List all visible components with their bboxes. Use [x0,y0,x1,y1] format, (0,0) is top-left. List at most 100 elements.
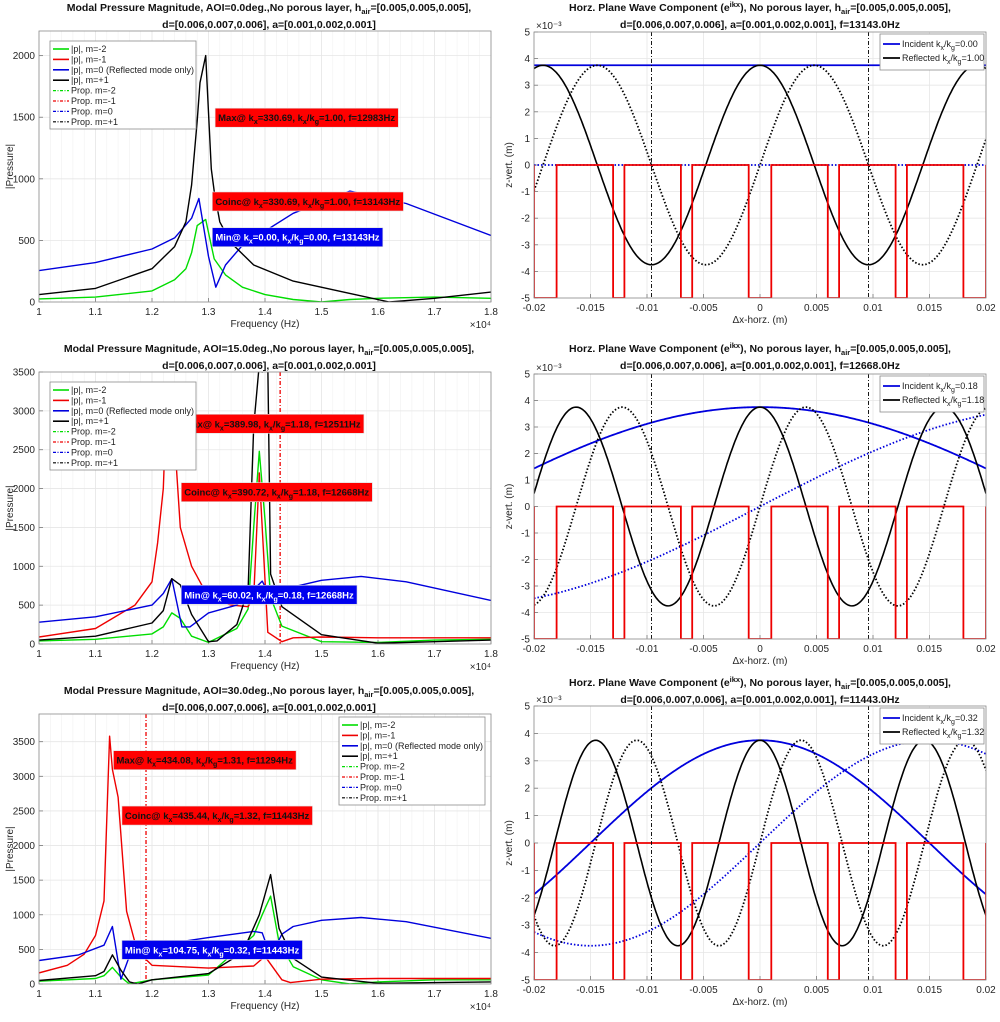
x-tick-label: -0.02 [523,985,546,996]
title-part: Modal Pressure Magnitude, AOI=30.0deg.,N… [64,685,364,697]
legend-entry: Incident kx/kg=0.32 [902,713,978,726]
x-tick-label: -0.01 [636,303,659,314]
legend-part: =1.18 [961,395,984,405]
annotation-part: g [219,951,223,958]
x-tick-label: 0 [757,985,763,996]
y-tick-label: 2 [524,107,530,118]
annotation-background [121,940,303,960]
y-tick-label: 0 [29,980,35,991]
annotation-part: =0.00, k [253,233,288,244]
annotation-part: g [213,762,217,769]
x-tick-label: 1.3 [202,307,216,318]
y-tick-label: 1000 [13,562,36,573]
chart-subtitle: d=[0.006,0.007,0.006], a=[0.001,0.002,0.… [620,694,899,706]
x-tick-label: 1 [36,307,42,318]
legend-part: x [947,401,951,408]
x-axis-label: Frequency (Hz) [231,661,300,672]
legend-part: =1.32 [961,727,984,737]
x-tick-label: 1.3 [202,649,216,660]
x-tick-label: 1.1 [89,307,103,318]
x-tick-label: 1.5 [315,989,329,1000]
y-tick-label: 1500 [13,876,36,887]
annotation-text: Coinc@ kx=330.69, kx/kg=1.00, f=13143Hz [215,197,400,210]
x-tick-label: 0.005 [804,644,829,655]
chart-title: Horz. Plane Wave Component (eikx), No po… [569,341,951,357]
legend: |p|, m=-2|p|, m=-1|p|, m=0 (Reflected mo… [338,716,486,806]
x-tick-label: -0.01 [636,985,659,996]
x-axis-label: Δx-horz. (m) [732,656,787,667]
annotation-text: Max@ kx=434.08, kx/kg=1.31, f=11294Hz [116,756,293,769]
y-tick-label: 1500 [13,523,36,534]
chart-p3: 1 1.1 1.2 1.3 1.4 1.5 1.6 1.7 1.8 0 500 1000 1500 200… [5,685,498,1013]
axes-border [38,713,492,985]
x-tick-label: -0.015 [576,303,605,314]
y-tick-label: 4 [524,729,530,740]
y-tick-label: -3 [521,582,530,593]
chart-w2: -0.02 -0.015 -0.01 -0.005 0 0.005 0.01 0.015 0.0… [504,341,996,667]
title-part: air [841,7,850,16]
x-tick-label: -0.005 [689,644,718,655]
y-tick-label: 500 [18,601,35,612]
legend-part: g [958,59,962,66]
title-part: ), No porous layer, h [740,677,841,689]
annotation-background [212,227,384,248]
legend-box [879,707,985,745]
chart-subtitle: d=[0.006,0.007,0.006], a=[0.001,0.002,0.… [162,19,376,31]
legend-entry: Prop. m=0 [71,447,113,457]
annotation-box: Coinc@ kx=390.72, kx/kg=1.18, f=12668Hz [180,482,373,502]
annotation-part: x [249,239,253,246]
x-tick-label: 0.015 [917,985,942,996]
chart-title: Horz. Plane Wave Component (eikx), No po… [569,675,951,691]
annotation-background [180,482,373,502]
y-tick-label: 1 [524,811,530,822]
annotation-box: Max@ kx=389.98, kx/kg=1.18, f=12511Hz [180,413,365,434]
grating-profile [534,505,986,639]
legend-part: Incident k [902,381,941,391]
annotation-part: g [289,494,293,501]
title-part: =[0.005,0.005,0.005], [850,343,951,355]
y-exponent-label: ×10⁻³ [536,363,562,374]
legend-box [338,716,486,806]
chart-subtitle: d=[0.006,0.007,0.006], a=[0.001,0.002,0.… [162,702,376,714]
title-part: air [841,348,850,357]
x-tick-label: 0.01 [863,303,883,314]
legend-part: =0.18 [955,381,978,391]
title-part: ikx [730,341,741,350]
title-part: air [841,682,850,691]
x-tick-label: 0.01 [863,985,883,996]
annotation-part: g [281,425,285,432]
chart-title: Horz. Plane Wave Component (eikx), No po… [569,0,951,16]
annotation-part: /k [266,590,275,601]
y-tick-label: -5 [521,976,530,987]
annotation-part: x [262,596,266,603]
x-tick-label: 0 [757,644,763,655]
annotation-background [212,191,404,212]
y-tick-label: 2000 [13,484,36,495]
title-part: Horz. Plane Wave Component (e [569,677,730,689]
annotation-part: x [287,239,291,246]
x-tick-label: 1.7 [428,307,442,318]
annotation-part: x [218,817,222,824]
axes-border [533,705,987,981]
legend-part: g [958,733,962,740]
annotation-background [121,805,313,826]
legend-part: /k [944,713,952,723]
annotation-part: =1.32, f=11443Hz [234,811,310,822]
y-axis-label: |Pressure| [5,485,16,530]
annotation-part: =60.02, k [222,590,263,601]
x-axis-label: Δx-horz. (m) [732,997,787,1008]
legend-entry: Prop. m=0 [71,106,113,116]
legend-entry: |p|, m=0 (Reflected mode only) [71,406,194,416]
y-axis-label: |Pressure| [5,826,16,871]
reflected-imag-line [534,64,986,266]
annotation-part: /k [312,197,321,208]
annotation-part: g [273,596,277,603]
x-tick-label: 0 [757,303,763,314]
legend-part: x [941,387,945,394]
title-part: Modal Pressure Magnitude, AOI=15.0deg.,N… [64,343,364,355]
x-axis-label: Frequency (Hz) [231,319,300,330]
legend-part: Incident k [902,713,941,723]
annotation-background [214,107,399,128]
annotation-part: =389.98, k [224,419,270,430]
